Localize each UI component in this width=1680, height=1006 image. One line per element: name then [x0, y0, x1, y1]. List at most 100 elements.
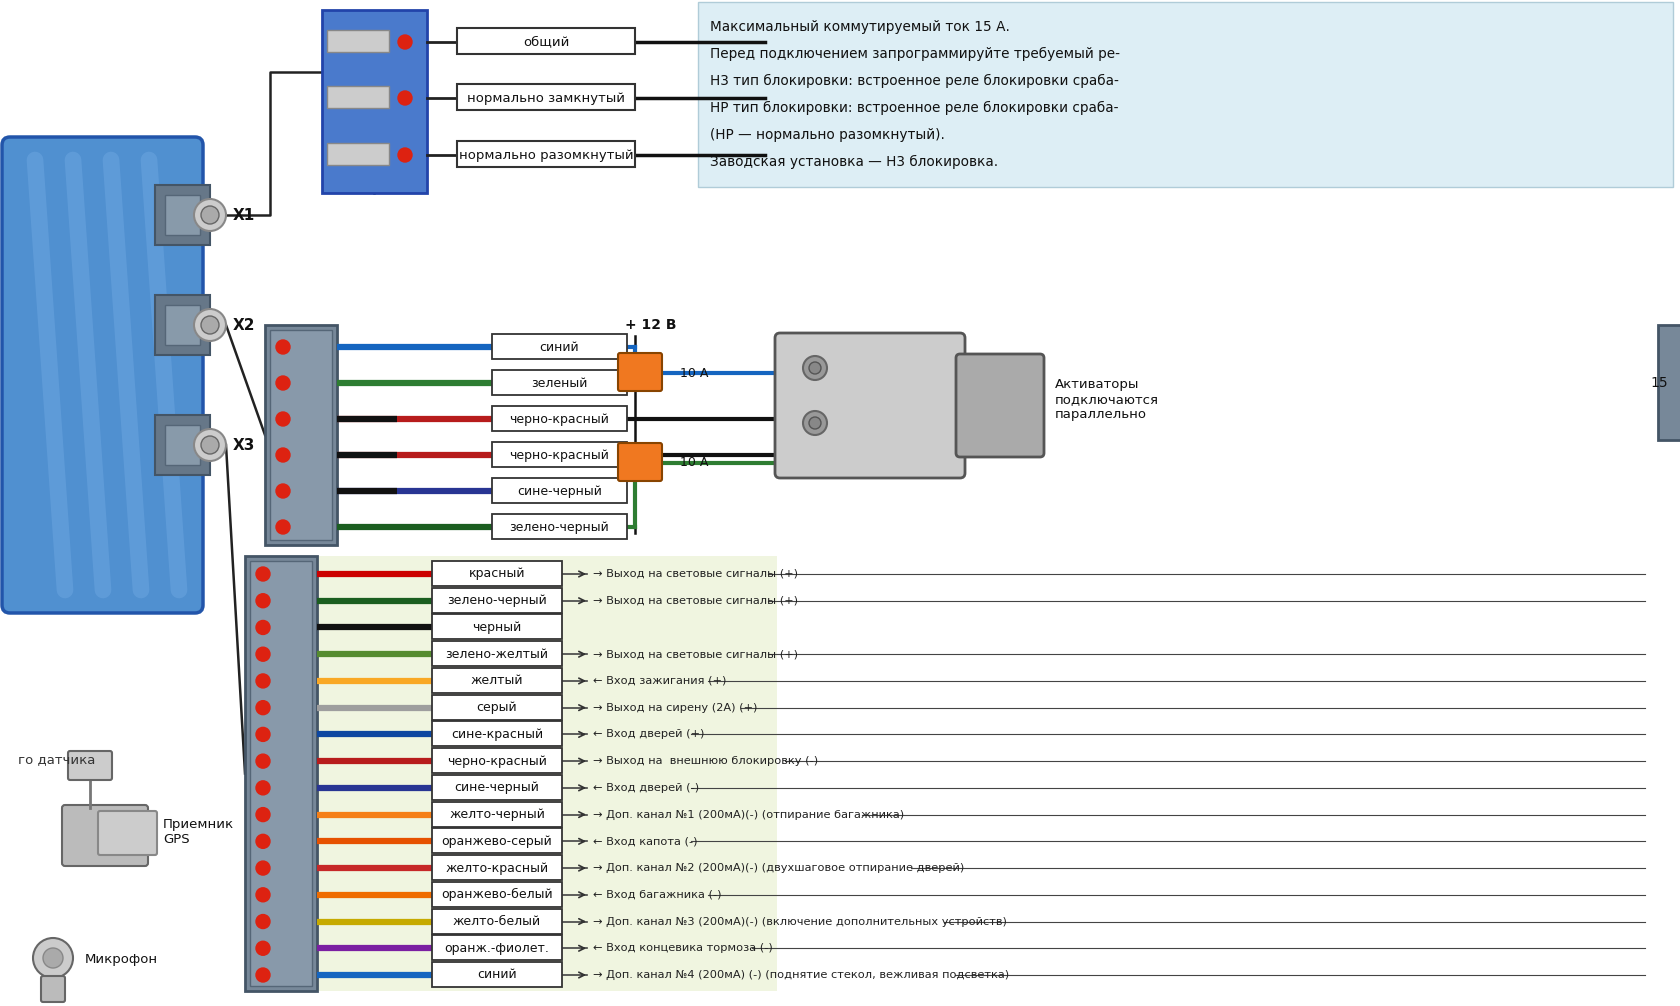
- Circle shape: [255, 567, 270, 581]
- Text: оранж.-фиолет.: оранж.-фиолет.: [444, 942, 549, 955]
- FancyBboxPatch shape: [956, 354, 1043, 457]
- FancyBboxPatch shape: [67, 751, 113, 780]
- Circle shape: [398, 91, 412, 105]
- Text: → Доп. канал №3 (200мА)(-) (включение дополнительных устройств): → Доп. канал №3 (200мА)(-) (включение до…: [593, 916, 1006, 927]
- Circle shape: [398, 35, 412, 49]
- Circle shape: [193, 429, 225, 461]
- Text: нормально разомкнутый: нормально разомкнутый: [459, 149, 633, 162]
- Text: желто-красный: желто-красный: [445, 861, 548, 874]
- Circle shape: [202, 316, 218, 334]
- Bar: [432, 615, 561, 640]
- Bar: [492, 478, 627, 503]
- Text: зелено-черный: зелено-черный: [509, 520, 610, 533]
- FancyBboxPatch shape: [774, 333, 964, 478]
- Text: Микрофон: Микрофон: [86, 954, 158, 967]
- Circle shape: [803, 356, 827, 380]
- Circle shape: [276, 448, 291, 462]
- Text: (НР — нормально разомкнутый).: (НР — нормально разомкнутый).: [709, 128, 944, 142]
- Bar: [432, 668, 561, 693]
- Circle shape: [255, 888, 270, 901]
- Text: ← Вход дверей (+): ← Вход дверей (+): [593, 729, 704, 739]
- Bar: [432, 908, 561, 934]
- Circle shape: [202, 206, 218, 224]
- Text: → Выход на световые сигналы (+): → Выход на световые сигналы (+): [593, 569, 798, 579]
- Bar: [432, 802, 561, 827]
- Bar: [328, 30, 388, 52]
- Bar: [432, 936, 561, 961]
- Circle shape: [255, 594, 270, 608]
- Bar: [155, 295, 210, 355]
- Circle shape: [255, 700, 270, 714]
- Text: 10 А: 10 А: [680, 366, 707, 379]
- Circle shape: [193, 309, 225, 341]
- Text: зеленый: зеленый: [531, 376, 588, 389]
- Bar: [165, 195, 200, 235]
- Text: ← Вход багажника (-): ← Вход багажника (-): [593, 889, 721, 899]
- Text: → Выход на световые сигналы (+): → Выход на световые сигналы (+): [593, 596, 798, 606]
- Bar: [432, 561, 561, 586]
- Bar: [155, 415, 210, 475]
- Circle shape: [276, 520, 291, 534]
- Text: сине-черный: сине-черный: [517, 485, 601, 498]
- Text: Активаторы
подключаются
параллельно: Активаторы подключаются параллельно: [1055, 378, 1158, 421]
- Circle shape: [255, 808, 270, 822]
- Bar: [270, 330, 333, 540]
- Circle shape: [34, 938, 72, 978]
- FancyBboxPatch shape: [97, 811, 156, 855]
- FancyBboxPatch shape: [40, 976, 66, 1002]
- Text: оранжево-серый: оранжево-серый: [442, 835, 553, 848]
- Text: сине-красный: сине-красный: [450, 728, 543, 740]
- Text: Приемник
GPS: Приемник GPS: [163, 818, 234, 846]
- Text: Заводская установка — Н3 блокировка.: Заводская установка — Н3 блокировка.: [709, 155, 998, 169]
- FancyBboxPatch shape: [62, 805, 148, 866]
- Bar: [432, 882, 561, 906]
- Text: красный: красный: [469, 567, 524, 580]
- Circle shape: [276, 412, 291, 426]
- Circle shape: [255, 621, 270, 635]
- Text: ← Вход дверей (-): ← Вход дверей (-): [593, 783, 699, 793]
- Bar: [432, 588, 561, 613]
- Text: Н3 тип блокировки: встроенное реле блокировки сраба-: Н3 тип блокировки: встроенное реле блоки…: [709, 74, 1119, 89]
- Text: НР тип блокировки: встроенное реле блокировки сраба-: НР тип блокировки: встроенное реле блоки…: [709, 101, 1117, 115]
- Text: черно-красный: черно-красный: [447, 754, 546, 768]
- Text: 15: 15: [1650, 376, 1667, 390]
- Text: 10 А: 10 А: [680, 457, 707, 470]
- Text: зелено-черный: зелено-черный: [447, 595, 546, 608]
- Bar: [492, 406, 627, 431]
- Circle shape: [255, 942, 270, 956]
- Circle shape: [276, 484, 291, 498]
- Bar: [250, 561, 312, 986]
- Circle shape: [255, 834, 270, 848]
- Bar: [432, 855, 561, 880]
- Circle shape: [255, 754, 270, 769]
- Text: желтый: желтый: [470, 674, 522, 687]
- Text: черно-красный: черно-красный: [509, 412, 610, 426]
- Bar: [165, 305, 200, 345]
- Text: X1: X1: [234, 207, 255, 222]
- Bar: [432, 748, 561, 774]
- Text: + 12 В: + 12 В: [625, 318, 675, 332]
- Circle shape: [398, 148, 412, 162]
- Circle shape: [44, 948, 62, 968]
- Text: → Выход на  внешнюю блокировку (-): → Выход на внешнюю блокировку (-): [593, 757, 818, 767]
- Text: серый: серый: [477, 701, 517, 714]
- Text: ← Вход концевика тормоза (-): ← Вход концевика тормоза (-): [593, 944, 773, 954]
- Circle shape: [255, 968, 270, 982]
- Text: синий: синий: [477, 969, 516, 982]
- Text: → Доп. канал №2 (200мА)(-) (двухшаговое отпирание дверей): → Доп. канал №2 (200мА)(-) (двухшаговое …: [593, 863, 964, 873]
- FancyBboxPatch shape: [618, 443, 662, 481]
- Text: го датчика: го датчика: [18, 753, 96, 767]
- Text: черный: черный: [472, 621, 521, 634]
- Text: черно-красный: черно-красный: [509, 449, 610, 462]
- Circle shape: [276, 376, 291, 390]
- Text: синий: синий: [539, 340, 580, 353]
- Bar: [165, 425, 200, 465]
- Bar: [155, 185, 210, 245]
- Circle shape: [803, 411, 827, 435]
- Text: ← Вход капота (-): ← Вход капота (-): [593, 836, 697, 846]
- Circle shape: [193, 199, 225, 231]
- Text: зелено-желтый: зелено-желтый: [445, 648, 548, 661]
- Bar: [432, 695, 561, 719]
- FancyBboxPatch shape: [2, 137, 203, 613]
- Circle shape: [255, 674, 270, 688]
